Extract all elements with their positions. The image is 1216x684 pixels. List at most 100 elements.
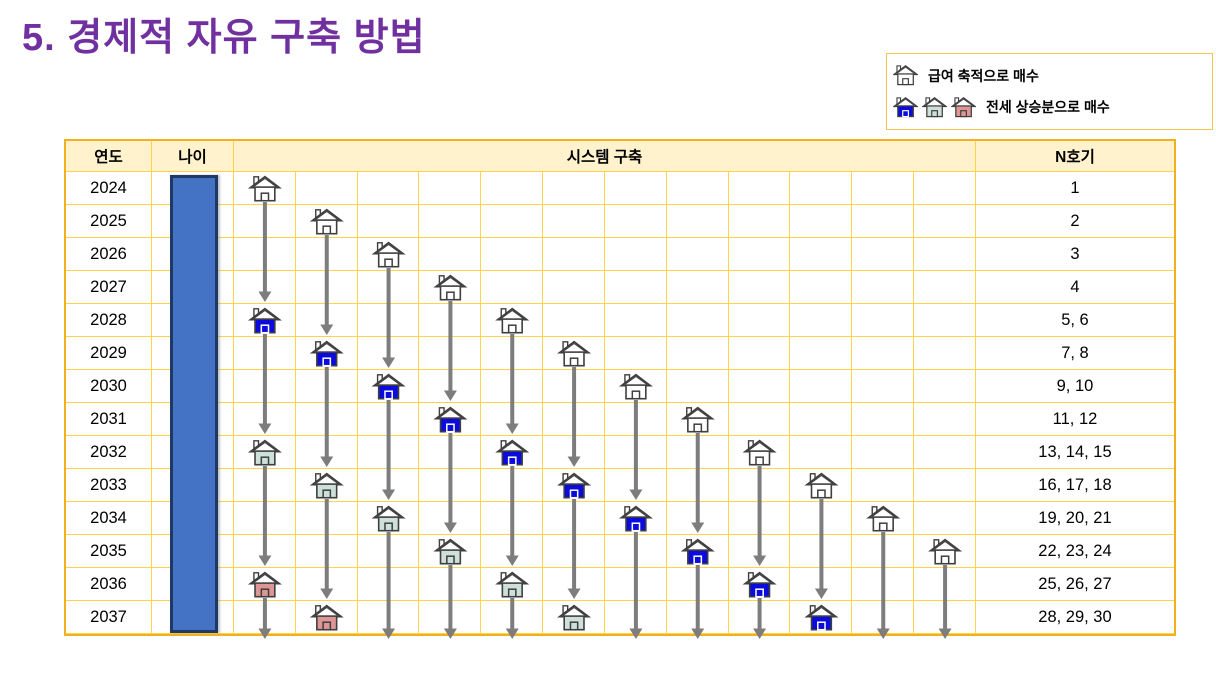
system-cell (419, 370, 482, 403)
system-cell (852, 568, 915, 601)
age-bar (170, 175, 218, 633)
system-cell (852, 304, 915, 337)
year-cell: 2029 (66, 337, 152, 370)
system-cell (604, 469, 667, 502)
system-cell (419, 502, 482, 535)
system-cell (295, 205, 358, 238)
house-icon-green (921, 96, 948, 117)
system-cell (295, 469, 358, 502)
system-cell (914, 271, 976, 304)
header-system: 시스템 구축 (234, 141, 976, 172)
house-green-icon (921, 96, 948, 119)
system-cell (604, 271, 667, 304)
system-cell (666, 337, 729, 370)
system-cell (357, 304, 420, 337)
unit-cell: 13, 14, 15 (975, 436, 1174, 469)
system-cell (234, 568, 296, 601)
system-cell (357, 502, 420, 535)
system-cell (234, 436, 296, 469)
year-cell: 2037 (66, 601, 152, 634)
system-cell (914, 337, 976, 370)
system-cell (419, 436, 482, 469)
unit-cell: 28, 29, 30 (975, 601, 1174, 634)
system-cell (234, 304, 296, 337)
table-row: 2028 5, 6 (66, 304, 1174, 337)
system-cell (543, 337, 605, 370)
system-cell (666, 601, 729, 634)
system-cell (666, 502, 729, 535)
system-cell (295, 601, 358, 634)
legend-jeonse-label: 전세 상승분으로 매수 (986, 99, 1110, 116)
table-row: 2036 25, 26, 27 (66, 568, 1174, 601)
system-cell (234, 601, 296, 634)
system-cell (234, 502, 296, 535)
system-cell (728, 568, 791, 601)
system-cell (852, 205, 915, 238)
system-cell (481, 568, 544, 601)
system-cell (357, 403, 420, 436)
year-cell: 2024 (66, 172, 152, 205)
unit-cell: 19, 20, 21 (975, 502, 1174, 535)
system-cell (790, 370, 853, 403)
system-cell (666, 403, 729, 436)
system-cell (295, 370, 358, 403)
system-cell (357, 370, 420, 403)
system-cell (419, 469, 482, 502)
table-row: 2037 28, 29, 30 (66, 601, 1174, 634)
system-cell (666, 172, 729, 205)
system-cell (914, 601, 976, 634)
system-cell (914, 403, 976, 436)
header-unit: N호기 (976, 141, 1174, 172)
system-cell (666, 304, 729, 337)
system-cell (728, 271, 791, 304)
system-cell (666, 436, 729, 469)
table-row: 2032 13, 14, 15 (66, 436, 1174, 469)
table-row: 2026 3 (66, 238, 1174, 271)
house-icon-blue (892, 96, 919, 117)
unit-cell: 4 (975, 271, 1174, 304)
system-cell (543, 238, 605, 271)
system-cell (419, 172, 482, 205)
system-cell (604, 304, 667, 337)
system-cell (790, 172, 853, 205)
unit-cell: 2 (975, 205, 1174, 238)
system-cell (234, 403, 296, 436)
system-cell (295, 568, 358, 601)
system-cell (604, 238, 667, 271)
system-cell (543, 304, 605, 337)
year-cell: 2031 (66, 403, 152, 436)
system-cell (543, 502, 605, 535)
unit-cell: 11, 12 (975, 403, 1174, 436)
system-cell (852, 271, 915, 304)
system-cell (914, 205, 976, 238)
system-cell (914, 568, 976, 601)
system-cell (481, 469, 544, 502)
system-cell (914, 436, 976, 469)
system-cell (604, 568, 667, 601)
system-cell (295, 436, 358, 469)
header-year: 연도 (66, 141, 152, 172)
system-cell (852, 238, 915, 271)
system-cell (357, 238, 420, 271)
system-cell (234, 337, 296, 370)
system-cell (481, 370, 544, 403)
system-cell (914, 535, 976, 568)
system-cell (543, 601, 605, 634)
system-cell (914, 238, 976, 271)
legend-box: 급여 축적으로 매수 전세 상승분으로 매수 (886, 53, 1213, 130)
system-cell (604, 436, 667, 469)
system-cell (790, 436, 853, 469)
system-cell (604, 172, 667, 205)
system-cell (604, 337, 667, 370)
unit-cell: 22, 23, 24 (975, 535, 1174, 568)
system-cell (481, 436, 544, 469)
table-row: 2029 7, 8 (66, 337, 1174, 370)
system-cell (234, 172, 296, 205)
system-cell (728, 370, 791, 403)
system-cell (481, 502, 544, 535)
system-cell (728, 172, 791, 205)
system-cell (419, 271, 482, 304)
system-cell (419, 601, 482, 634)
system-cell (790, 601, 853, 634)
system-cell (790, 238, 853, 271)
